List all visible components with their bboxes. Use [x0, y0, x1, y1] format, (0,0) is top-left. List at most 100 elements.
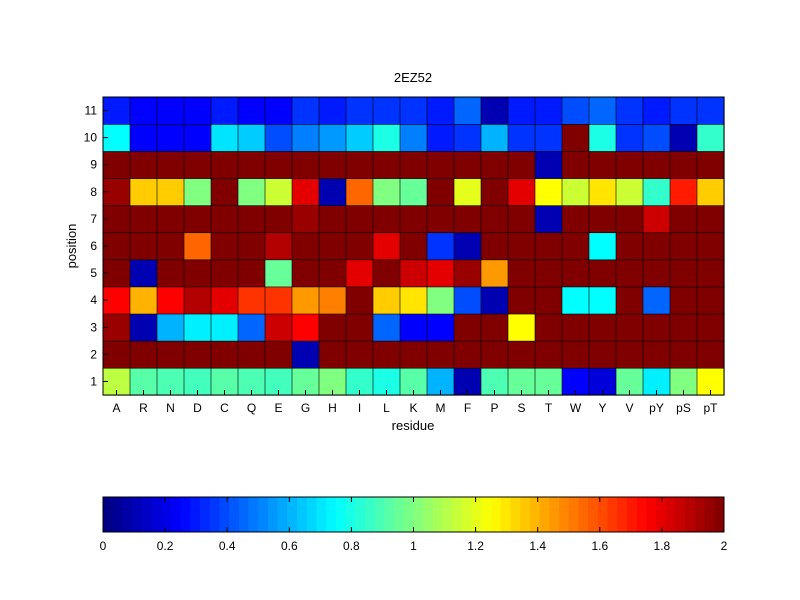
- colorbar-step: [704, 497, 715, 532]
- y-tick-label: 4: [90, 293, 97, 307]
- heatmap-cell: [345, 313, 374, 342]
- colorbar-step: [568, 497, 579, 532]
- heatmap-cell: [372, 259, 401, 288]
- colorbar-step: [539, 497, 550, 532]
- colorbar-step: [248, 497, 259, 532]
- heatmap-cell: [588, 313, 617, 342]
- heatmap-cell: [372, 232, 401, 261]
- heatmap-cell: [318, 150, 347, 179]
- heatmap-cell: [534, 313, 563, 342]
- y-tick-label: 5: [90, 266, 97, 280]
- heatmap-cell: [669, 232, 698, 261]
- heatmap-cell: [453, 205, 482, 234]
- heatmap-cell: [399, 123, 428, 152]
- heatmap-cell: [156, 259, 185, 288]
- heatmap-cell: [237, 177, 266, 206]
- heatmap-cell: [183, 123, 212, 152]
- heatmap-cell: [318, 96, 347, 125]
- colorbar-step: [258, 497, 269, 532]
- heatmap-cell: [534, 286, 563, 315]
- colorbar-tick-label: 1.2: [467, 539, 484, 553]
- heatmap-cell: [561, 232, 590, 261]
- colorbar-tick-label: 0.6: [281, 539, 298, 553]
- colorbar-step: [277, 497, 288, 532]
- heatmap-cell: [534, 259, 563, 288]
- colorbar-step: [355, 497, 366, 532]
- colorbar-step: [180, 497, 191, 532]
- colorbar-step: [132, 497, 143, 532]
- heatmap-cell: [210, 96, 239, 125]
- heatmap-cell: [156, 205, 185, 234]
- heatmap-cell: [507, 313, 536, 342]
- colorbar-step: [656, 497, 667, 532]
- heatmap-cell: [345, 205, 374, 234]
- heatmap-cell: [696, 313, 725, 342]
- heatmap-cell: [426, 177, 455, 206]
- colorbar-step: [122, 497, 133, 532]
- heatmap-cell: [642, 313, 671, 342]
- heatmap-cell: [129, 286, 158, 315]
- heatmap-cell: [210, 232, 239, 261]
- heatmap-cell: [696, 177, 725, 206]
- x-tick-label: N: [166, 401, 175, 415]
- x-tick-label: T: [545, 401, 553, 415]
- heatmap-cell: [642, 259, 671, 288]
- heatmap-cell: [453, 340, 482, 369]
- heatmap-cell: [534, 177, 563, 206]
- heatmap-cell: [453, 96, 482, 125]
- heatmap-cell: [561, 313, 590, 342]
- y-tick-label: 1: [90, 374, 97, 388]
- colorbar-step: [384, 497, 395, 532]
- heatmap-cell: [399, 259, 428, 288]
- heatmap-cell: [507, 150, 536, 179]
- heatmap-cell: [453, 232, 482, 261]
- colorbar-step: [636, 497, 647, 532]
- heatmap-cell: [669, 123, 698, 152]
- heatmap-cell: [480, 205, 509, 234]
- heatmap-cell: [291, 205, 320, 234]
- heatmap-cell: [561, 205, 590, 234]
- heatmap-cell: [210, 313, 239, 342]
- colorbar-step: [141, 497, 152, 532]
- heatmap-cell: [453, 313, 482, 342]
- colorbar-tick-label: 1.4: [529, 539, 546, 553]
- x-tick-label: I: [358, 401, 361, 415]
- heatmap-cell: [210, 340, 239, 369]
- heatmap-cell: [264, 96, 293, 125]
- heatmap-cell: [669, 177, 698, 206]
- heatmap-cell: [129, 150, 158, 179]
- heatmap-cell: [534, 340, 563, 369]
- heatmap-cell: [669, 340, 698, 369]
- heatmap-cell: [156, 96, 185, 125]
- heatmap-cell: [345, 259, 374, 288]
- heatmap-cell: [291, 96, 320, 125]
- heatmap-cell: [210, 259, 239, 288]
- heatmap-cell: [291, 177, 320, 206]
- heatmap-cell: [156, 123, 185, 152]
- heatmap-cell: [372, 313, 401, 342]
- colorbar-step: [103, 497, 114, 532]
- heatmap-cell: [399, 205, 428, 234]
- colorbar-step: [238, 497, 249, 532]
- heatmap-cell: [507, 286, 536, 315]
- heatmap-cell: [507, 123, 536, 152]
- heatmap-cell: [642, 232, 671, 261]
- colorbar-step: [529, 497, 541, 532]
- colorbar-tick-label: 1: [410, 539, 417, 553]
- colorbar-step: [607, 497, 618, 532]
- colorbar-step: [219, 497, 230, 532]
- heatmap-cell: [345, 150, 374, 179]
- x-tick-label: H: [328, 401, 337, 415]
- heatmap-cell: [561, 150, 590, 179]
- heatmap-cell: [318, 177, 347, 206]
- heatmap-cell: [453, 150, 482, 179]
- y-axis-label: position: [64, 224, 79, 269]
- heatmap-cell: [237, 286, 266, 315]
- x-tick-label: Q: [247, 401, 256, 415]
- heatmap-cell: [642, 96, 671, 125]
- x-tick-label: F: [464, 401, 471, 415]
- x-tick-label: C: [220, 401, 229, 415]
- colorbar-step: [326, 497, 337, 532]
